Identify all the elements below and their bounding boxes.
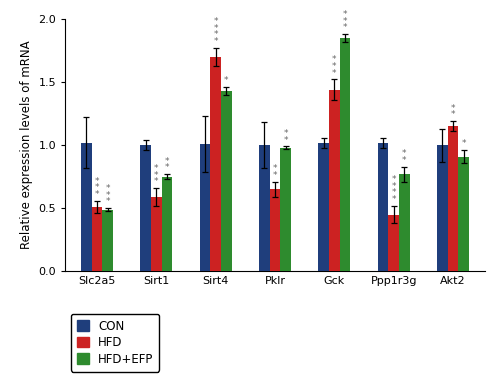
Text: *: * <box>392 175 396 184</box>
Text: *: * <box>392 182 396 191</box>
Bar <box>92 207 102 271</box>
Bar <box>221 91 232 271</box>
Text: *: * <box>95 177 100 186</box>
Bar <box>102 210 113 271</box>
Legend: CON, HFD, HFD+EFP: CON, HFD, HFD+EFP <box>71 314 160 372</box>
Bar <box>259 145 270 271</box>
Text: *: * <box>154 164 158 173</box>
Bar <box>378 143 388 271</box>
Text: *: * <box>154 177 158 186</box>
Bar <box>399 174 409 271</box>
Text: *: * <box>214 24 218 33</box>
Bar <box>270 189 280 271</box>
Bar <box>200 144 210 271</box>
Bar <box>151 197 162 271</box>
Text: *: * <box>332 55 336 64</box>
Text: *: * <box>106 191 110 200</box>
Text: *: * <box>332 69 336 78</box>
Text: *: * <box>106 184 110 193</box>
Text: *: * <box>402 156 406 165</box>
Text: *: * <box>214 37 218 46</box>
Y-axis label: Relative expression levels of mRNA: Relative expression levels of mRNA <box>20 41 32 250</box>
Text: *: * <box>343 10 347 19</box>
Text: *: * <box>224 76 228 85</box>
Text: *: * <box>450 110 455 119</box>
Text: *: * <box>214 31 218 40</box>
Text: *: * <box>284 135 288 144</box>
Bar <box>210 57 221 271</box>
Text: *: * <box>392 195 396 204</box>
Bar <box>81 143 92 271</box>
Text: *: * <box>402 149 406 158</box>
Bar <box>340 38 350 271</box>
Text: *: * <box>165 157 170 166</box>
Text: *: * <box>214 17 218 26</box>
Text: *: * <box>273 171 277 180</box>
Bar <box>280 148 291 271</box>
Text: *: * <box>343 17 347 26</box>
Text: *: * <box>95 190 100 199</box>
Text: *: * <box>462 139 466 148</box>
Text: *: * <box>332 62 336 71</box>
Text: *: * <box>165 163 170 172</box>
Text: *: * <box>343 23 347 32</box>
Bar <box>437 145 448 271</box>
Bar <box>140 145 151 271</box>
Bar <box>318 143 329 271</box>
Text: *: * <box>392 188 396 197</box>
Text: *: * <box>284 129 288 138</box>
Bar <box>388 215 399 271</box>
Bar <box>448 126 458 271</box>
Bar <box>458 156 469 271</box>
Bar <box>329 90 340 271</box>
Text: *: * <box>95 183 100 192</box>
Bar <box>162 177 172 271</box>
Text: *: * <box>154 171 158 179</box>
Text: *: * <box>106 198 110 206</box>
Text: *: * <box>450 104 455 113</box>
Text: *: * <box>273 164 277 173</box>
